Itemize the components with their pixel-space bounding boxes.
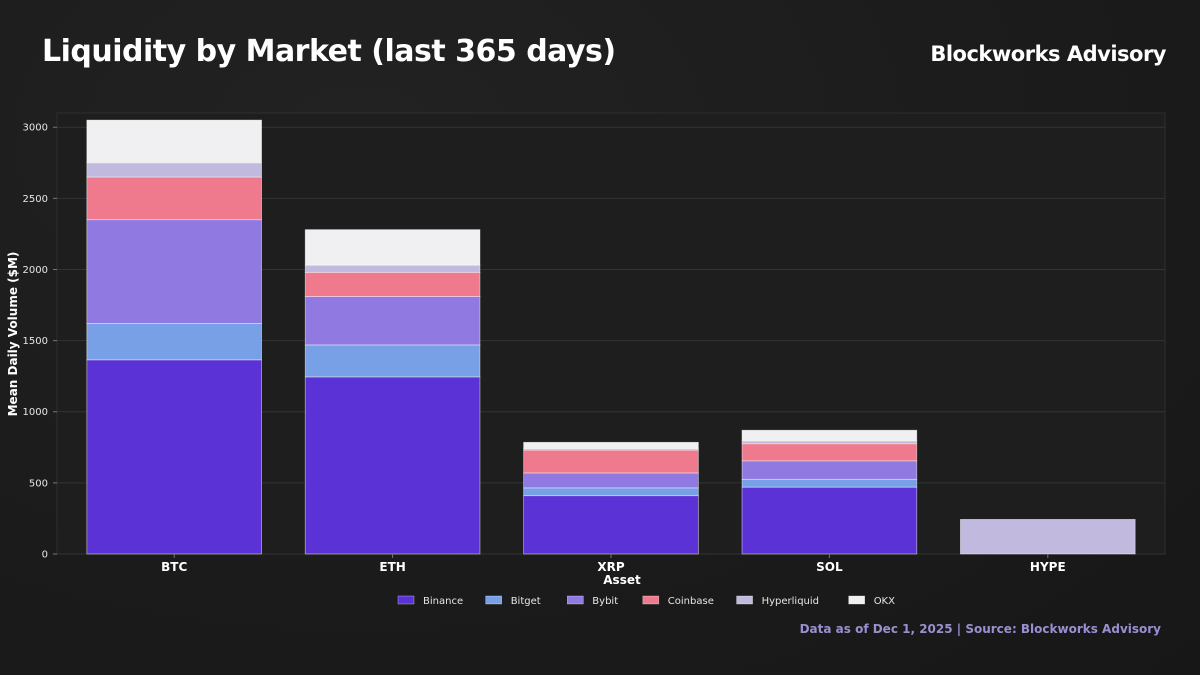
bar-segment-sol-binance: [741, 486, 918, 555]
legend-swatch-okx: [848, 595, 866, 605]
y-tick-label: 3000: [23, 123, 48, 134]
bar-segment-eth-bybit: [304, 296, 481, 346]
legend-label-bitget: Bitget: [511, 596, 541, 607]
bar-segment-sol-okx: [741, 429, 918, 442]
legend-swatch-bybit: [566, 595, 584, 605]
bar-segment-xrp-okx: [523, 441, 699, 450]
y-tick-label: 2500: [23, 194, 48, 205]
bar-segment-xrp-bybit: [523, 472, 699, 489]
x-tick-label: BTC: [161, 560, 187, 574]
bar-segment-xrp-bitget: [523, 487, 699, 497]
brand-logo: Blockworks Advisory: [930, 42, 1166, 66]
bar-segment-sol-hyperliquid: [741, 440, 918, 445]
bar-segment-btc-binance: [86, 359, 262, 555]
x-axis-ticks: BTC ETH XRP SOL HYPE: [161, 554, 1066, 574]
y-axis-ticks: 0 500 1000 1500 2000 2500 3000: [23, 123, 57, 561]
legend-label-okx: OKX: [874, 596, 895, 607]
x-tick-label: ETH: [379, 560, 405, 574]
bar-segment-btc-bybit: [86, 219, 262, 324]
bar-segment-xrp-binance: [523, 495, 699, 555]
y-tick-label: 2000: [23, 265, 48, 276]
bar-segment-eth-binance: [304, 376, 481, 555]
bars: [86, 119, 1136, 555]
legend-label-coinbase: Coinbase: [668, 596, 714, 607]
bar-segment-sol-bybit: [741, 460, 918, 480]
y-tick-label: 500: [29, 478, 48, 489]
bar-segment-hype-hyperliquid: [960, 519, 1136, 555]
y-tick-label: 1000: [23, 407, 48, 418]
legend-swatch-binance: [397, 595, 415, 605]
bar-segment-sol-coinbase: [741, 443, 918, 462]
legend-swatch-coinbase: [642, 595, 660, 605]
legend-swatch-bitget: [485, 595, 503, 605]
bar-segment-eth-hyperliquid: [304, 264, 481, 273]
legend-label-hyperliquid: Hyperliquid: [762, 596, 819, 607]
y-tick-label: 0: [42, 550, 48, 561]
legend-swatch-hyperliquid: [736, 595, 753, 605]
legend: Binance Bitget Bybit Coinbase Hyperliquid OKX: [397, 595, 895, 607]
bar-segment-sol-bitget: [741, 478, 918, 488]
legend-label-bybit: Bybit: [592, 596, 618, 607]
bar-segment-btc-hyperliquid: [86, 162, 262, 178]
x-tick-label: HYPE: [1030, 560, 1066, 574]
bar-segment-eth-bitget: [304, 344, 481, 378]
x-tick-label: SOL: [816, 560, 843, 574]
bar-segment-eth-okx: [304, 229, 481, 266]
chart-title: Liquidity by Market (last 365 days): [42, 34, 616, 69]
x-axis-label: Asset: [603, 573, 641, 587]
bar-segment-btc-bitget: [86, 323, 262, 361]
y-tick-label: 1500: [23, 336, 48, 347]
bar-segment-btc-okx: [86, 119, 262, 164]
bar-segment-xrp-coinbase: [523, 449, 699, 474]
bar-segment-btc-coinbase: [86, 176, 262, 221]
x-tick-label: XRP: [597, 560, 624, 574]
source-note: Data as of Dec 1, 2025 | Source: Blockwo…: [799, 622, 1161, 636]
bar-segment-eth-coinbase: [304, 271, 481, 297]
legend-label-binance: Binance: [423, 596, 463, 607]
y-axis-label: Mean Daily Volume ($M): [6, 252, 20, 417]
